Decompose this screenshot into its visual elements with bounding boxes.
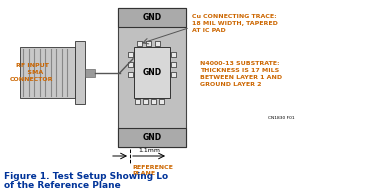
Text: CN1830 F01: CN1830 F01 (268, 116, 295, 120)
Bar (75, 41, 85, 104)
Text: GND: GND (142, 68, 162, 77)
Bar (171, 62, 176, 67)
Text: Cu CONNECTING TRACE:
18 MIL WIDTH, TAPERED
AT IC PAD: Cu CONNECTING TRACE: 18 MIL WIDTH, TAPER… (192, 14, 278, 33)
Text: 1.1mm: 1.1mm (138, 148, 160, 153)
Bar (143, 99, 148, 104)
Bar (159, 99, 164, 104)
Bar (146, 41, 151, 46)
Text: REFERENCE
PLANE: REFERENCE PLANE (132, 165, 173, 176)
Bar (128, 72, 133, 77)
Bar (128, 52, 133, 57)
Bar (171, 52, 176, 57)
Bar (118, 128, 186, 147)
Bar (118, 8, 186, 28)
Bar (134, 47, 170, 98)
Bar (155, 41, 160, 46)
Bar (128, 62, 133, 67)
Text: N4000-13 SUBSTRATE:
THICKNESS IS 17 MILS
BETWEEN LAYER 1 AND
GROUND LAYER 2: N4000-13 SUBSTRATE: THICKNESS IS 17 MILS… (200, 61, 282, 87)
Text: Figure 1. Test Setup Showing Lo: Figure 1. Test Setup Showing Lo (4, 172, 168, 181)
Bar (171, 72, 176, 77)
Text: GND: GND (142, 133, 162, 142)
Text: GND: GND (142, 13, 162, 22)
Bar (118, 8, 186, 147)
Bar (20, 47, 75, 98)
Text: RF INPUT
   SMA
CONNECTOR: RF INPUT SMA CONNECTOR (10, 63, 54, 82)
Bar (135, 99, 140, 104)
Bar (137, 41, 142, 46)
Text: of the Reference Plane: of the Reference Plane (4, 180, 121, 189)
Bar (85, 69, 95, 77)
Bar (151, 99, 156, 104)
